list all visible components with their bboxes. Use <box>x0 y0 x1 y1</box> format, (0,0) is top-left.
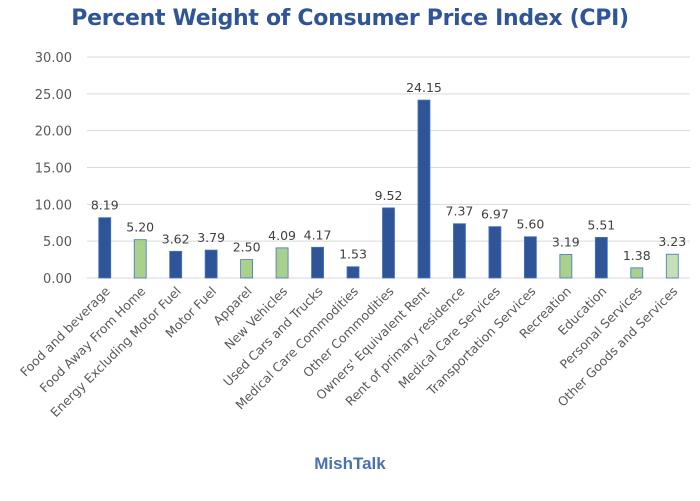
data-label: 1.38 <box>623 248 651 263</box>
bar <box>559 254 573 279</box>
data-label: 5.20 <box>126 220 154 235</box>
bar <box>594 237 608 279</box>
bars <box>98 99 679 279</box>
x-tick-label: Energy Excluding Motor Fuel <box>47 284 183 420</box>
y-tick-label: 5.00 <box>43 235 72 250</box>
bar <box>240 259 254 279</box>
bar <box>275 247 289 279</box>
data-label: 9.52 <box>375 188 403 203</box>
y-tick-label: 30.00 <box>35 51 72 66</box>
bar <box>382 207 395 279</box>
data-label: 5.51 <box>587 217 615 232</box>
chart-title: Percent Weight of Consumer Price Index (… <box>71 6 629 31</box>
bar <box>453 223 466 279</box>
bar <box>523 236 537 279</box>
bar <box>98 217 112 279</box>
data-label: 3.23 <box>658 234 686 249</box>
bar <box>311 246 324 279</box>
data-label: 2.50 <box>233 240 261 255</box>
data-label: 7.37 <box>446 204 474 219</box>
data-label: 1.53 <box>339 247 367 262</box>
data-label: 8.19 <box>91 198 119 213</box>
data-label: 3.62 <box>162 231 190 246</box>
y-tick-label: 20.00 <box>35 125 72 140</box>
bar <box>417 99 431 279</box>
data-label: 24.15 <box>406 80 442 95</box>
data-label: 3.19 <box>552 235 580 250</box>
data-label: 4.09 <box>268 228 296 243</box>
y-tick-label: 15.00 <box>35 162 72 177</box>
y-axis-ticks: 0.00 5.00 10.00 15.00 20.00 25.00 30.00 <box>35 51 72 287</box>
y-tick-label: 25.00 <box>35 88 72 103</box>
y-tick-label: 0.00 <box>43 272 72 287</box>
bar <box>169 250 183 279</box>
data-label: 5.60 <box>516 217 544 232</box>
y-tick-label: 10.00 <box>35 198 72 213</box>
bar <box>488 226 502 279</box>
bar <box>346 266 360 279</box>
bar <box>204 249 218 279</box>
data-label: 4.17 <box>304 227 332 242</box>
bar <box>133 239 147 279</box>
bar <box>630 267 644 279</box>
data-labels: 8.19 5.20 3.62 3.79 2.50 4.09 4.17 1.53 9.52 24.1… <box>91 80 686 263</box>
chart-footer-brand: MishTalk <box>314 454 386 473</box>
bar <box>665 253 679 279</box>
data-label: 6.97 <box>481 207 509 222</box>
data-label: 3.79 <box>197 230 225 245</box>
